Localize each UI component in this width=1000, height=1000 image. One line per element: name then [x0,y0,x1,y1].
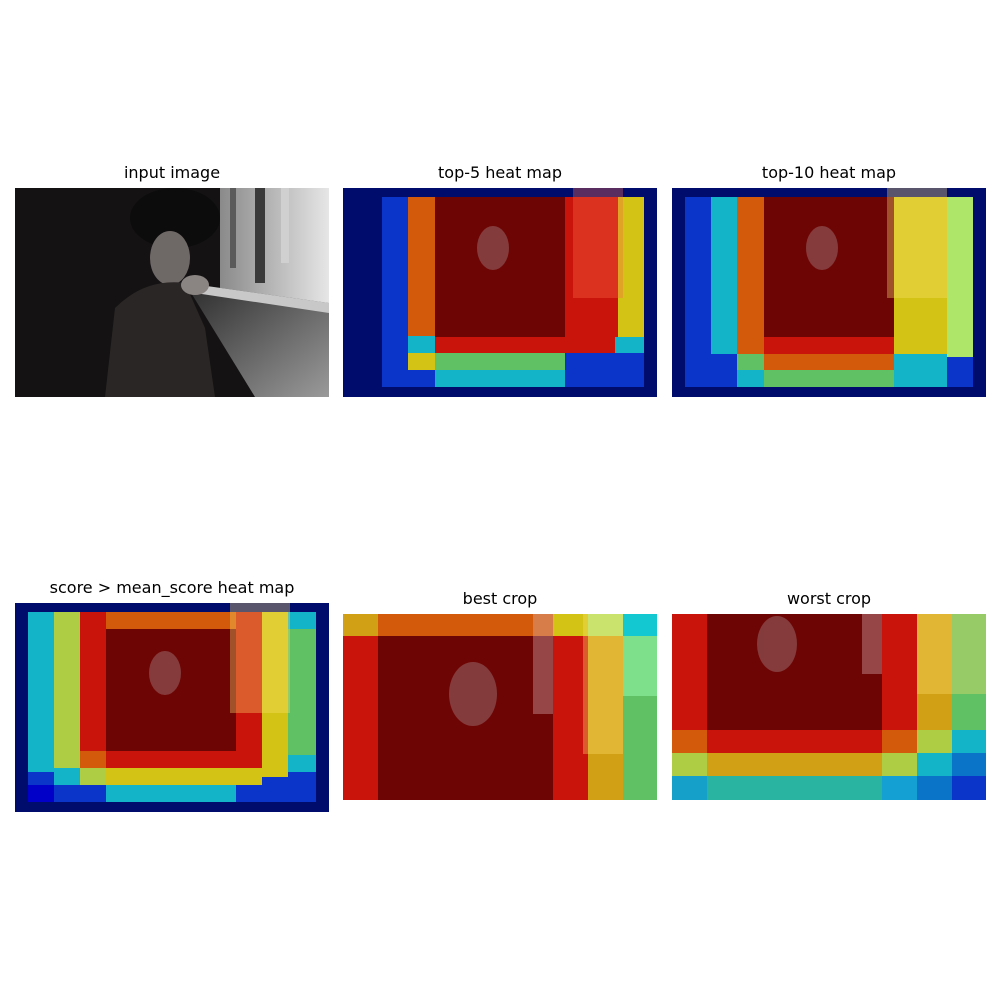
worst-crop-image [672,614,986,800]
mean-score-heatmap-image [15,603,329,812]
top10-heatmap-image [672,188,986,397]
best-crop-image [343,614,657,800]
panel-title: top-5 heat map [438,163,562,182]
input-image [15,188,329,397]
panel-title: score > mean_score heat map [49,578,295,597]
top5-heatmap-image [343,188,657,397]
panel-title: best crop [462,589,538,608]
panel-title: worst crop [786,589,872,608]
panel-title: input image [123,163,221,182]
panel-title: top-10 heat map [761,163,897,182]
